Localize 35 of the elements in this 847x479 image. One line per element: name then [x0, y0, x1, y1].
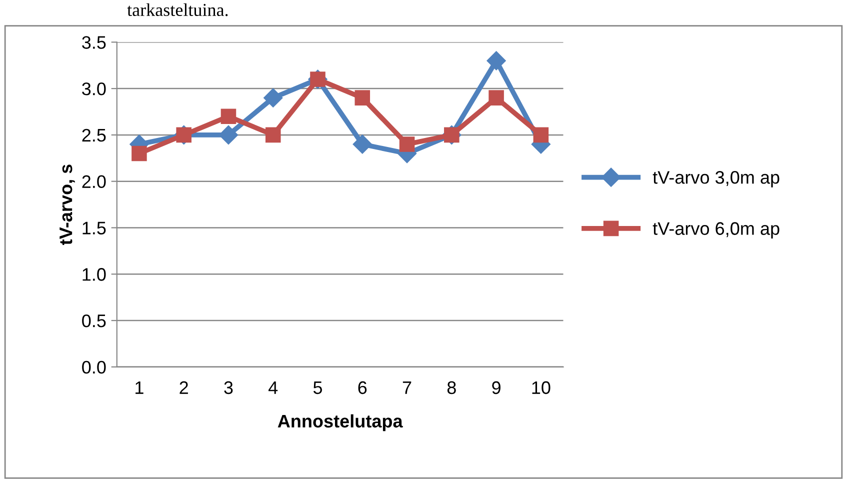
y-tick-label: 0.0	[82, 360, 106, 374]
point	[354, 90, 370, 106]
point	[265, 127, 281, 143]
legend-label: tV-arvo 6,0m ap	[652, 222, 780, 239]
x-tick-label: 8	[447, 381, 456, 394]
x-tick-label: 2	[180, 381, 188, 394]
point	[218, 125, 238, 144]
point	[220, 108, 236, 124]
y-tick-label: 2.5	[82, 128, 106, 142]
point	[264, 88, 283, 108]
point	[132, 146, 147, 162]
y-tick-label: 3.5	[82, 36, 106, 49]
point	[488, 90, 504, 106]
x-tick-label: 10	[532, 381, 550, 394]
x-tick-label: 4	[268, 381, 278, 394]
y-axis-title: tV-arvo, s	[60, 164, 75, 245]
text: tarkasteltuina.	[127, 3, 228, 16]
point	[533, 127, 549, 143]
y-tick-label: 1.5	[82, 222, 106, 234]
x-tick-label: 6	[358, 381, 367, 394]
y-tick-label: 0.5	[82, 314, 106, 328]
legend-label: tV-arvo 3,0m ap	[652, 171, 780, 188]
x-axis-title: Annostelutapa	[278, 414, 403, 432]
point	[352, 134, 372, 154]
y-tick-label: 1.0	[82, 268, 106, 281]
y-tick-label: 2.0	[82, 175, 106, 188]
x-tick-label: 3	[224, 381, 233, 394]
x-tick-label: 1	[136, 381, 144, 394]
point	[486, 51, 506, 70]
x-tick-label: 7	[402, 381, 412, 394]
y-tick-label: 3.0	[82, 82, 106, 96]
point	[399, 136, 415, 152]
x-tick-label: 9	[492, 381, 500, 394]
point	[176, 127, 192, 143]
x-tick-label: 5	[313, 381, 322, 394]
